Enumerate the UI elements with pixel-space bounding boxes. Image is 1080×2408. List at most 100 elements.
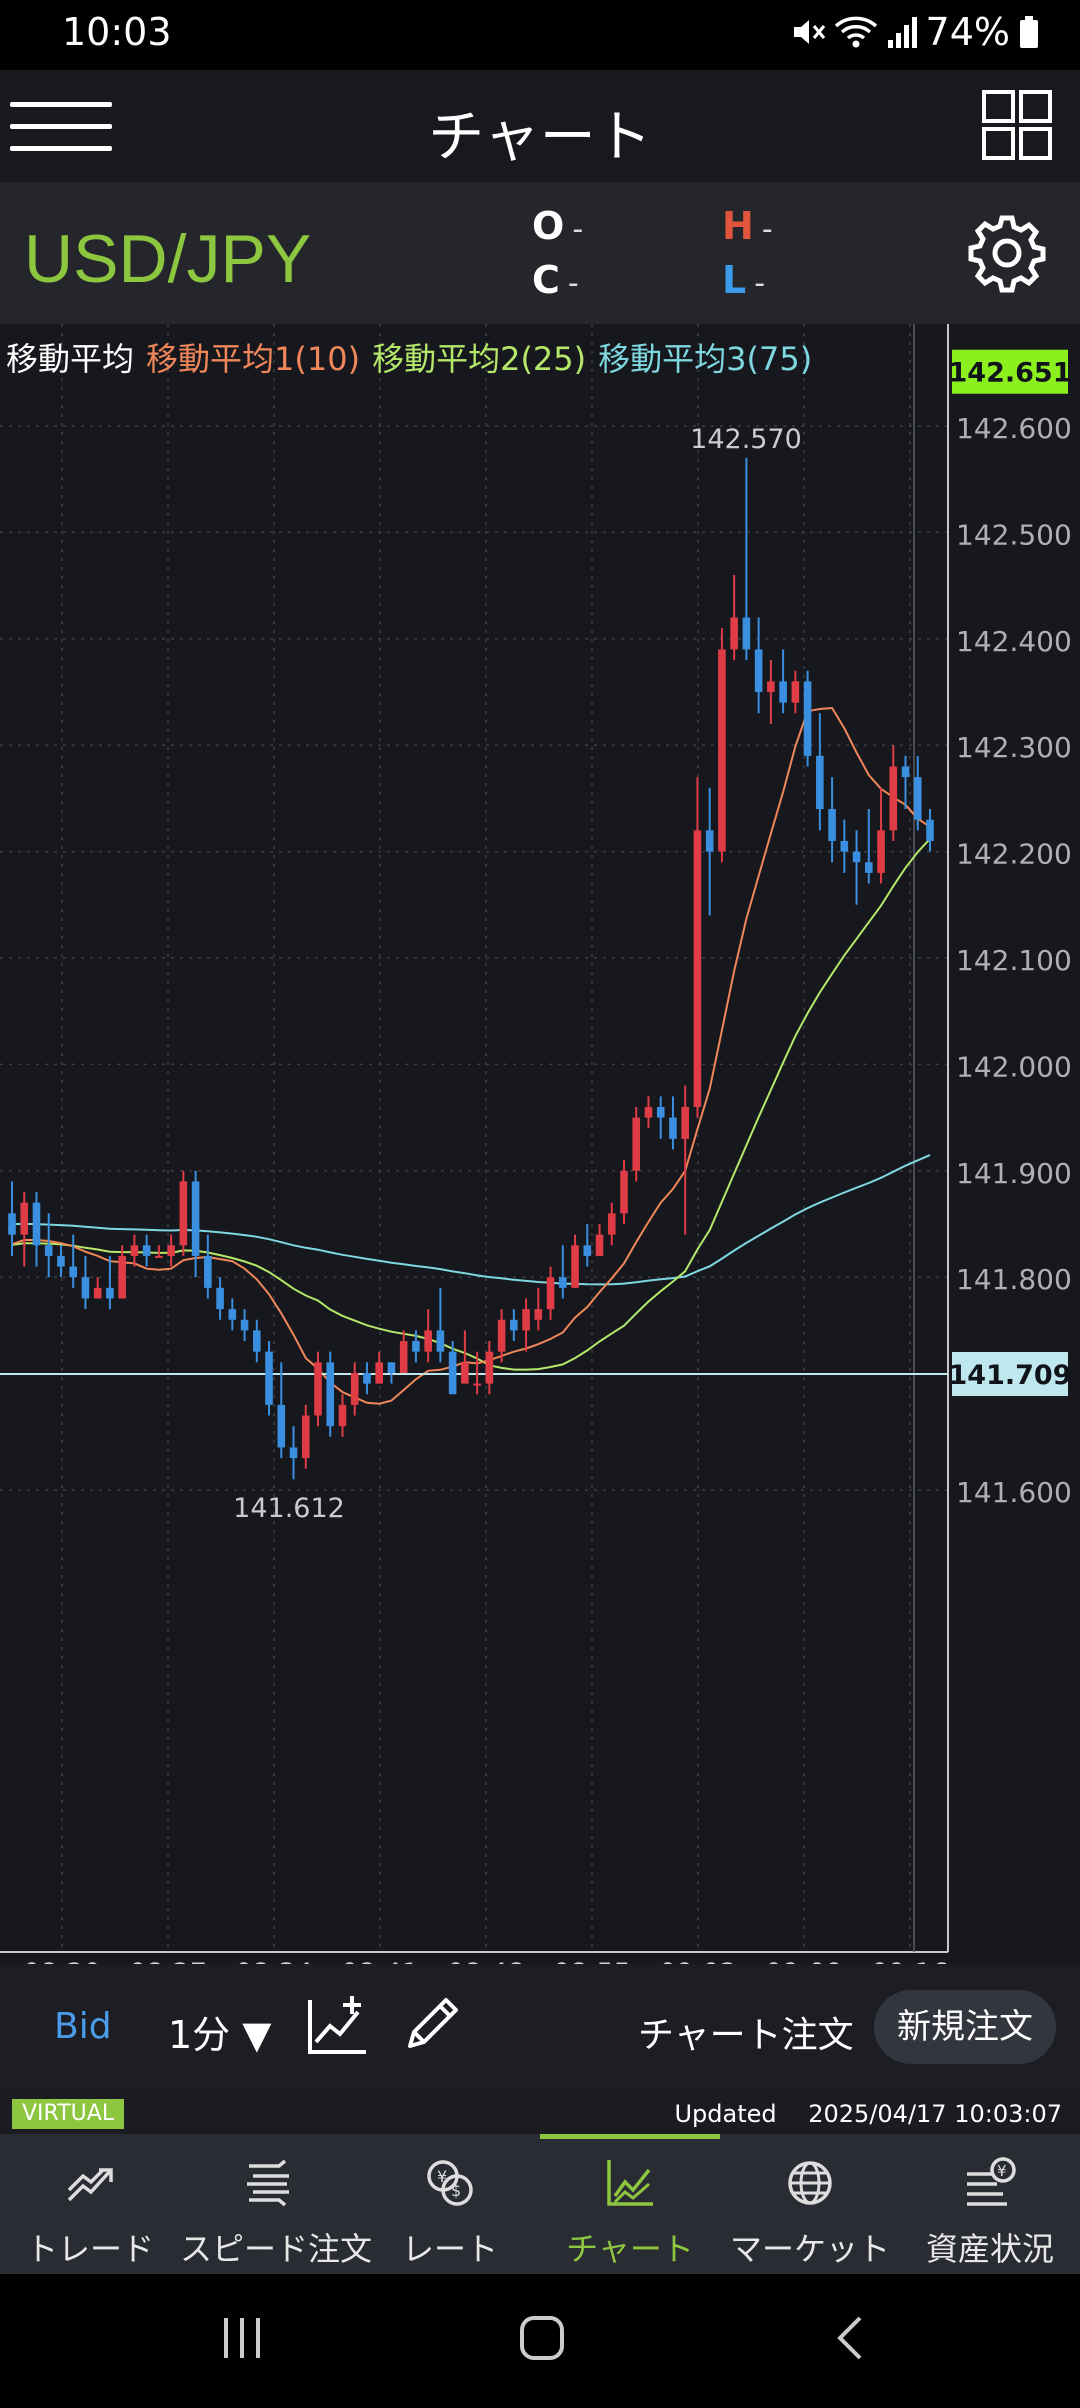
ma1-line (11, 706, 931, 1405)
candle-body (436, 1330, 445, 1352)
candle-body (387, 1362, 396, 1373)
low-label: L (722, 258, 747, 302)
status-icons: 74% (790, 10, 1040, 54)
currency-pair[interactable]: USD/JPY (24, 221, 312, 297)
candle-body (803, 681, 812, 756)
chart-order-button[interactable]: チャート注文 (638, 2015, 854, 2056)
y-tick-label: 142.300 (956, 731, 1072, 764)
ma3-line (11, 1154, 931, 1286)
current-price-tag: 142.651 (949, 358, 1072, 389)
candle-body (852, 851, 861, 863)
candle-body (118, 1255, 126, 1299)
new-order-button[interactable]: 新規注文 (874, 1990, 1056, 2064)
candle-body (253, 1330, 261, 1352)
open-value: O- (532, 204, 583, 248)
timeframe-dropdown[interactable]: 1分 ▼ (168, 2013, 272, 2057)
x-tick-label: 08:41 (341, 1958, 419, 1964)
y-tick-label: 142.100 (956, 944, 1072, 977)
candle-body (559, 1277, 567, 1288)
back-icon[interactable] (826, 2314, 874, 2362)
candle-body (424, 1330, 432, 1352)
price-type-toggle[interactable]: Bid (54, 2006, 112, 2047)
candle-body (461, 1362, 469, 1384)
x-tick-label: 09:16 (871, 1958, 949, 1964)
x-tick-label: 09:09 (765, 1958, 843, 1964)
candle-body (828, 809, 836, 841)
nav-rate[interactable]: ¥ $ レート (360, 2134, 540, 2274)
add-indicator-icon[interactable] (306, 1992, 370, 2056)
candle-body (20, 1202, 29, 1235)
candle-body (791, 681, 800, 703)
candle-body (607, 1213, 616, 1235)
high-annotation: 142.570 (690, 424, 802, 455)
recent-apps-icon[interactable] (218, 2314, 266, 2362)
svg-text:¥: ¥ (437, 2167, 447, 2186)
chart-toolbar: Bid 1分 ▼ チャート注文 新規注文 (0, 1964, 1080, 2094)
candle-body (620, 1170, 628, 1214)
open-dash: - (572, 212, 584, 247)
candle-body (583, 1245, 592, 1256)
candle-body (32, 1202, 41, 1246)
candle-body (779, 681, 787, 703)
candle-body (681, 1106, 689, 1139)
chart-icon (607, 2160, 653, 2206)
rate-icon: ¥$ (427, 2160, 473, 2206)
high-dash: - (761, 212, 773, 247)
candle-body (265, 1351, 273, 1405)
info-bar: VIRTUAL Updated 2025/04/17 10:03:07 (0, 2094, 1080, 2134)
nav-label-assets: 資産状況 (925, 2230, 1054, 2268)
ma-legend-3: 移動平均3(75) (598, 340, 813, 378)
nav-label-rate: レート (401, 2230, 498, 2268)
candle-body (204, 1255, 212, 1288)
nav-speed-order[interactable]: スピード注文 (180, 2134, 373, 2274)
ma2-line (11, 838, 931, 1371)
candle-body (730, 617, 738, 650)
price-chart[interactable]: 142.600 142.500 142.400 142.300 142.200 142.1… (0, 324, 1080, 1964)
nav-label-speed-order: スピード注文 (180, 2230, 373, 2268)
nav-chart[interactable]: チャート (540, 2134, 720, 2274)
home-icon[interactable] (518, 2314, 566, 2362)
high-label: H (722, 204, 754, 248)
menu-icon[interactable] (10, 100, 112, 152)
svg-text:$: $ (451, 2181, 461, 2200)
low-annotation: 141.612 (233, 1493, 345, 1524)
nav-assets[interactable]: ¥ 資産状況 (900, 2134, 1080, 2274)
open-label: O (532, 204, 565, 248)
updated-timestamp: Updated 2025/04/17 10:03:07 (674, 2100, 1062, 2128)
candle-body (142, 1245, 151, 1256)
candle-body (473, 1383, 481, 1386)
candle-body (901, 766, 910, 778)
ma-legend: 移動平均 移動平均1(10) 移動平均2(25) 移動平均3(75) (6, 334, 812, 380)
candle-body (399, 1341, 408, 1373)
candlestick-chart[interactable]: 142.600 142.500 142.400 142.300 142.200 142.1… (0, 324, 1080, 1964)
grid-layout-icon[interactable] (982, 90, 1052, 160)
globe-icon (788, 2161, 832, 2205)
virtual-badge: VIRTUAL (12, 2099, 125, 2129)
updated-datetime: 2025/04/17 10:03:07 (808, 2100, 1062, 2128)
current-price-tag-bg (952, 349, 1068, 394)
nav-trade[interactable]: トレード (0, 2134, 180, 2274)
system-nav-bar (0, 2274, 1080, 2408)
y-tick-label: 142.400 (956, 625, 1072, 658)
candle-body (718, 649, 726, 852)
nav-label-market: マーケット (729, 2230, 890, 2268)
candle-body (338, 1404, 347, 1427)
candle-body (179, 1181, 188, 1246)
y-tick-label: 142.200 (956, 838, 1072, 871)
y-tick-label: 142.600 (956, 412, 1072, 445)
nav-label-chart: チャート (566, 2230, 694, 2268)
y-tick-label: 141.800 (956, 1263, 1072, 1296)
gear-icon[interactable] (966, 212, 1048, 294)
pair-info-bar: USD/JPY O- C- H- L- (0, 182, 1080, 324)
candle-body (350, 1372, 359, 1405)
ma-legend-1: 移動平均1(10) (146, 340, 361, 378)
candle-body (216, 1287, 224, 1310)
nav-market[interactable]: マーケット (720, 2134, 900, 2274)
speed-order-icon (247, 2159, 289, 2207)
candle-body (840, 840, 849, 852)
drawing-pen-icon[interactable] (400, 1992, 464, 2056)
app-header: チャート (0, 70, 1080, 182)
x-tick-label: 08:27 (129, 1958, 207, 1964)
candle-body (754, 649, 763, 692)
candle-body (277, 1404, 286, 1448)
